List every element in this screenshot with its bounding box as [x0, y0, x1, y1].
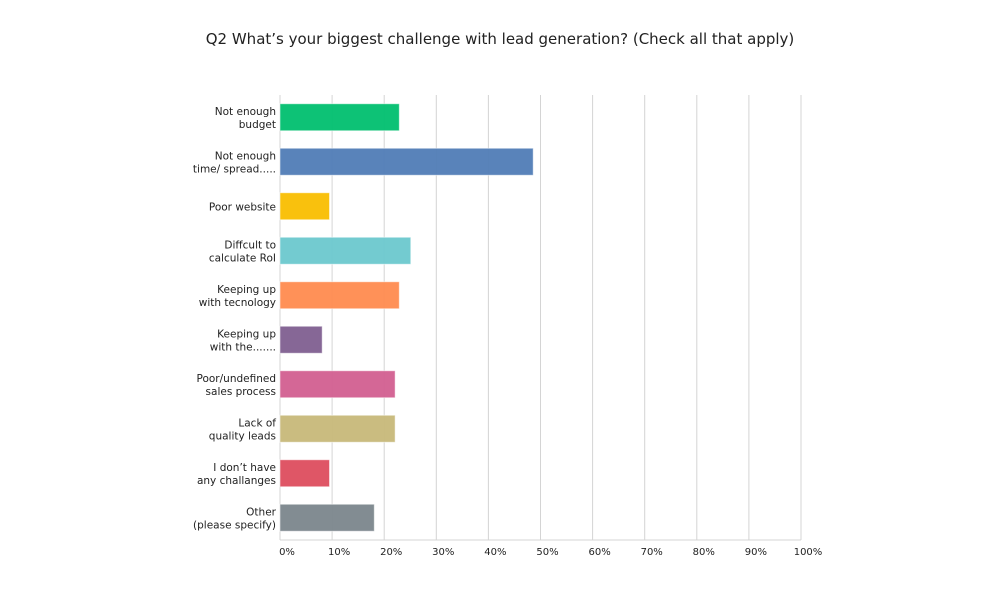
chart-title: Q2 What’s your biggest challenge with le…	[205, 30, 795, 48]
bar	[279, 147, 534, 176]
x-tick-label: 50%	[536, 547, 558, 558]
bar	[279, 236, 412, 265]
bar	[279, 103, 400, 132]
category-label: Diffcult to calculate RoI	[209, 239, 276, 264]
x-tick-label: 80%	[693, 547, 715, 558]
category-label: Poor website	[209, 201, 276, 213]
category-label: Keeping up with the.......	[210, 328, 277, 353]
bar	[279, 325, 323, 354]
category-label: Not enough time/ spread.....	[193, 150, 276, 175]
x-tick-label: 0%	[279, 547, 295, 558]
x-tick-label: 60%	[588, 547, 610, 558]
category-label: Other (please specify)	[193, 506, 277, 531]
x-tick-label: 10%	[328, 547, 350, 558]
bar	[279, 192, 330, 221]
x-tick-label: 40%	[484, 547, 506, 558]
bar	[279, 459, 330, 488]
bar	[279, 503, 375, 532]
x-tick-label: 20%	[380, 547, 402, 558]
category-label: Lack of quality leads	[209, 417, 277, 442]
x-tick-label: 30%	[432, 547, 454, 558]
category-label: I don’t have any challanges	[197, 462, 276, 487]
bar	[279, 414, 396, 443]
bar	[279, 370, 396, 399]
category-label: Keeping up with tecnology	[199, 284, 277, 309]
x-tick-label: 100%	[794, 547, 823, 558]
x-tick-label: 90%	[745, 547, 767, 558]
category-label: Not enough budget	[215, 106, 276, 131]
bar	[279, 281, 400, 310]
x-tick-label: 70%	[641, 547, 663, 558]
category-label: Poor/undefined sales process	[197, 373, 277, 398]
